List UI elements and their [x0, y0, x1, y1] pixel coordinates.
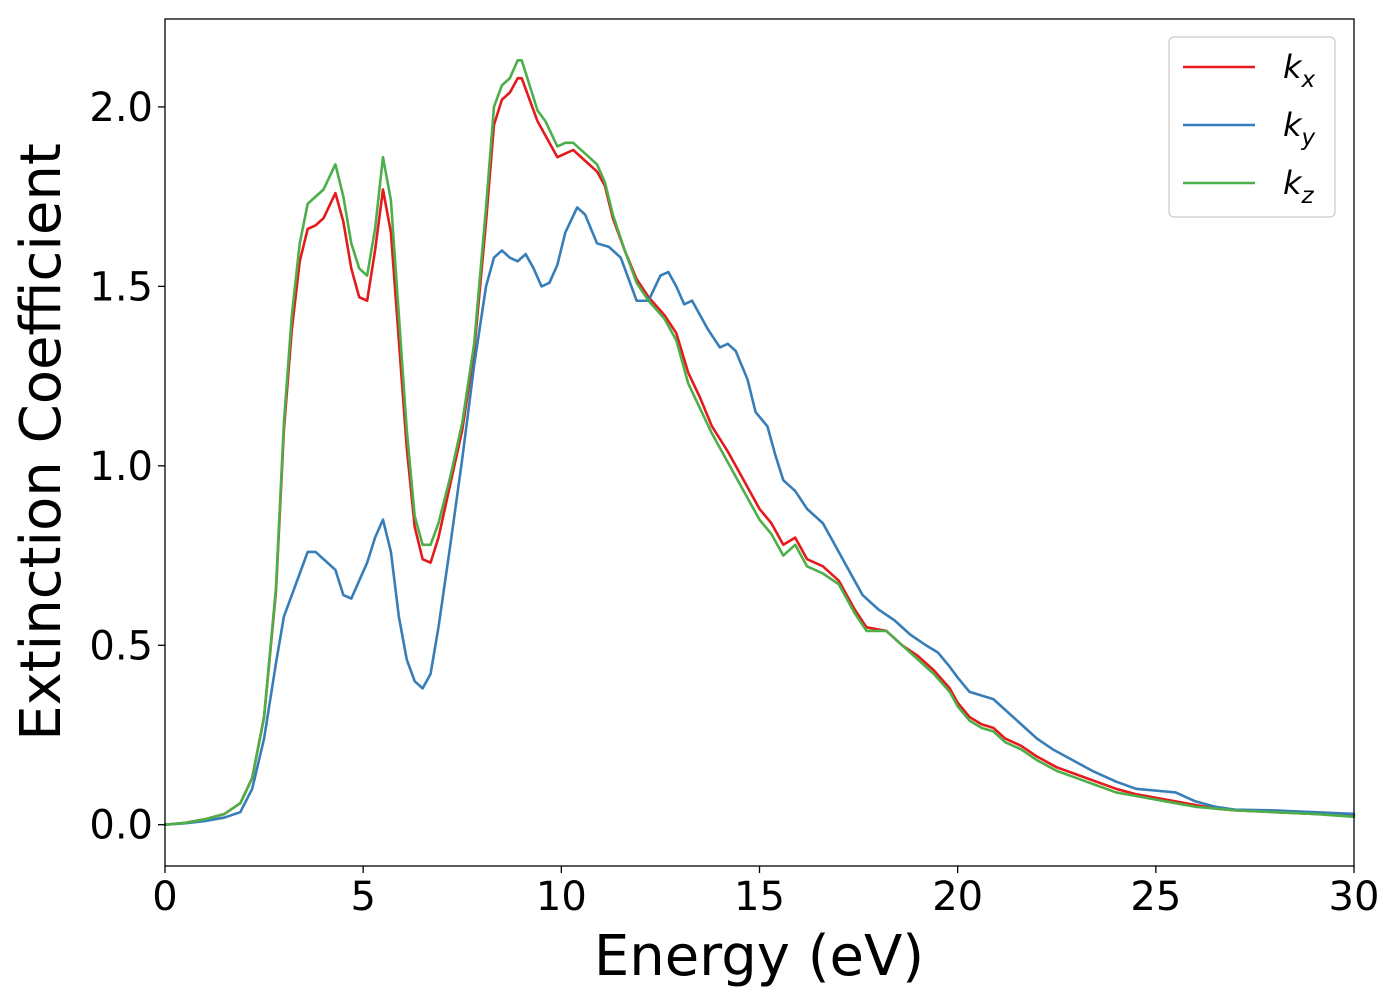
- y-axis: 0.0 0.5 1.0 1.5 2.0: [89, 85, 165, 849]
- x-tick-label: 5: [350, 874, 375, 920]
- y-tick-label: 1.5: [89, 264, 153, 310]
- x-tick-label: 0: [152, 874, 177, 920]
- y-tick-label: 0.5: [89, 623, 153, 669]
- legend-label-z: kz: [1283, 164, 1315, 209]
- y-axis-title: Extinction Coefficient: [9, 143, 74, 741]
- x-tick-label: 15: [734, 874, 785, 920]
- x-tick-label: 25: [1130, 874, 1181, 920]
- series-line-z: [163, 58, 1356, 827]
- x-tick-label: 30: [1329, 874, 1380, 920]
- series-line-y: [163, 206, 1356, 827]
- legend-label-main: k: [1283, 48, 1303, 86]
- y-tick-label: 1.0: [89, 444, 153, 490]
- y-tick-label: 2.0: [89, 85, 153, 131]
- legend-label-main: k: [1283, 164, 1303, 202]
- x-axis: 0 5 10 15 20 25 30: [152, 866, 1379, 920]
- x-tick-label: 20: [932, 874, 983, 920]
- legend-label-subscript: y: [1301, 125, 1316, 151]
- legend-label-subscript: x: [1301, 67, 1316, 93]
- y-tick-label: 0.0: [89, 803, 153, 849]
- legend-box: [1168, 36, 1336, 218]
- x-tick-label: 10: [536, 874, 587, 920]
- series-layer: [163, 58, 1356, 827]
- legend-label-main: k: [1283, 106, 1303, 144]
- legend-label-y: ky: [1283, 106, 1316, 151]
- x-axis-title: Energy (eV): [594, 924, 924, 989]
- legend-label-subscript: z: [1301, 183, 1315, 209]
- legend-label-x: kx: [1283, 48, 1316, 93]
